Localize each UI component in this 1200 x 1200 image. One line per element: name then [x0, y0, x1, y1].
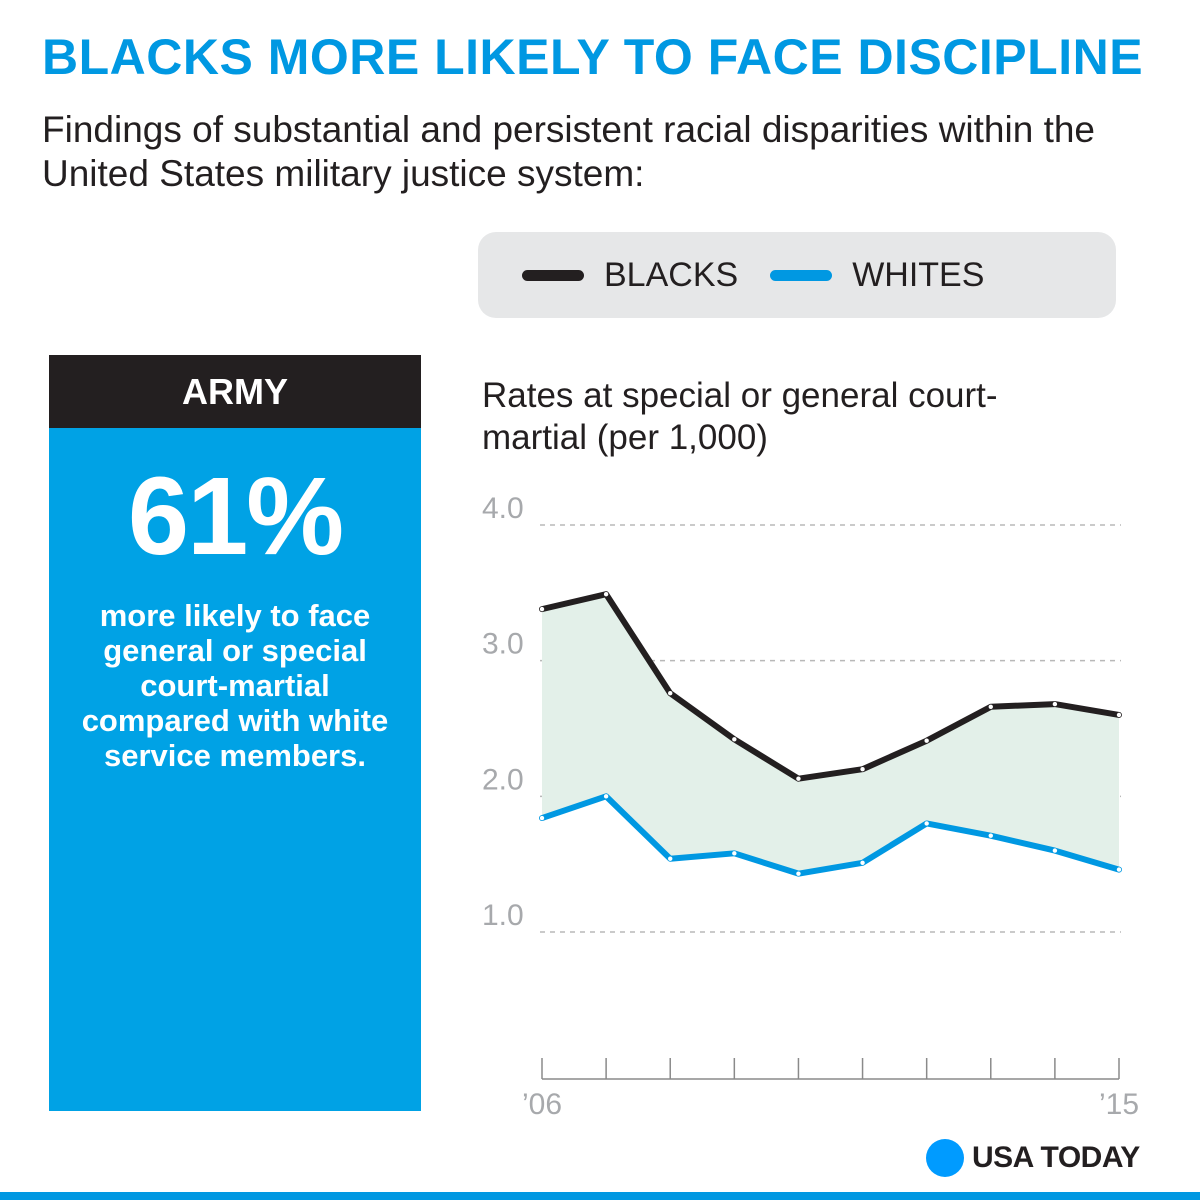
y-tick-label-3.0: 3.0 — [482, 628, 524, 661]
bottom-rule — [0, 1192, 1200, 1200]
point-whites-2011 — [860, 860, 865, 866]
army-stat-percent: 61% — [127, 455, 344, 578]
army-panel: 61% more likely to face general or speci… — [49, 428, 421, 1111]
point-blacks-2010 — [796, 776, 801, 781]
series-line-blacks — [539, 591, 1122, 782]
legend-item-whites: WHITES — [770, 256, 984, 295]
point-blacks-2007 — [603, 591, 609, 597]
x-tick-label-2015: ’15 — [1099, 1088, 1139, 1121]
point-blacks-2015 — [1116, 712, 1122, 718]
army-stat-description: more likely to face general or special c… — [81, 598, 389, 773]
point-blacks-2011 — [860, 767, 865, 772]
y-tick-label-2.0: 2.0 — [482, 763, 524, 796]
point-blacks-2014 — [1052, 701, 1058, 707]
point-whites-2015 — [1116, 867, 1122, 872]
chart-title: Rates at special or general court-martia… — [482, 376, 998, 457]
point-whites-2007 — [603, 794, 609, 799]
y-tick-label-4.0: 4.0 — [482, 492, 524, 525]
logo-text: USA TODAY — [972, 1141, 1140, 1174]
point-whites-2008 — [668, 856, 673, 861]
point-blacks-2006 — [539, 606, 545, 612]
army-panel-header: ARMY — [49, 355, 421, 428]
page-subtitle: Findings of substantial and persistent r… — [42, 109, 1096, 194]
gap-fill-area — [542, 594, 1119, 874]
series-line-whites — [539, 793, 1122, 877]
page-title: BLACKS MORE LIKELY TO FACE DISCIPLINE — [42, 29, 1144, 85]
point-whites-2012 — [924, 821, 929, 826]
y-tick-label-1.0: 1.0 — [482, 899, 524, 932]
legend-label-whites: WHITES — [852, 255, 985, 294]
usa-today-logo: USA TODAY — [926, 1139, 1140, 1177]
logo-dot-icon — [926, 1139, 964, 1177]
point-whites-2009 — [732, 851, 737, 856]
point-whites-2010 — [796, 871, 801, 876]
legend-item-blacks: BLACKS — [522, 256, 738, 295]
legend-swatch-whites — [770, 269, 833, 281]
point-whites-2013 — [988, 833, 993, 838]
chart-legend: BLACKS WHITES — [478, 232, 1116, 318]
legend-label-blacks: BLACKS — [604, 255, 739, 294]
point-blacks-2012 — [924, 738, 929, 743]
point-blacks-2013 — [988, 704, 993, 709]
point-whites-2006 — [539, 815, 545, 821]
point-blacks-2008 — [668, 691, 673, 696]
point-blacks-2009 — [732, 737, 737, 742]
legend-swatch-blacks — [522, 269, 584, 281]
x-tick-label-2006: ’06 — [522, 1088, 562, 1121]
point-whites-2014 — [1052, 848, 1058, 853]
